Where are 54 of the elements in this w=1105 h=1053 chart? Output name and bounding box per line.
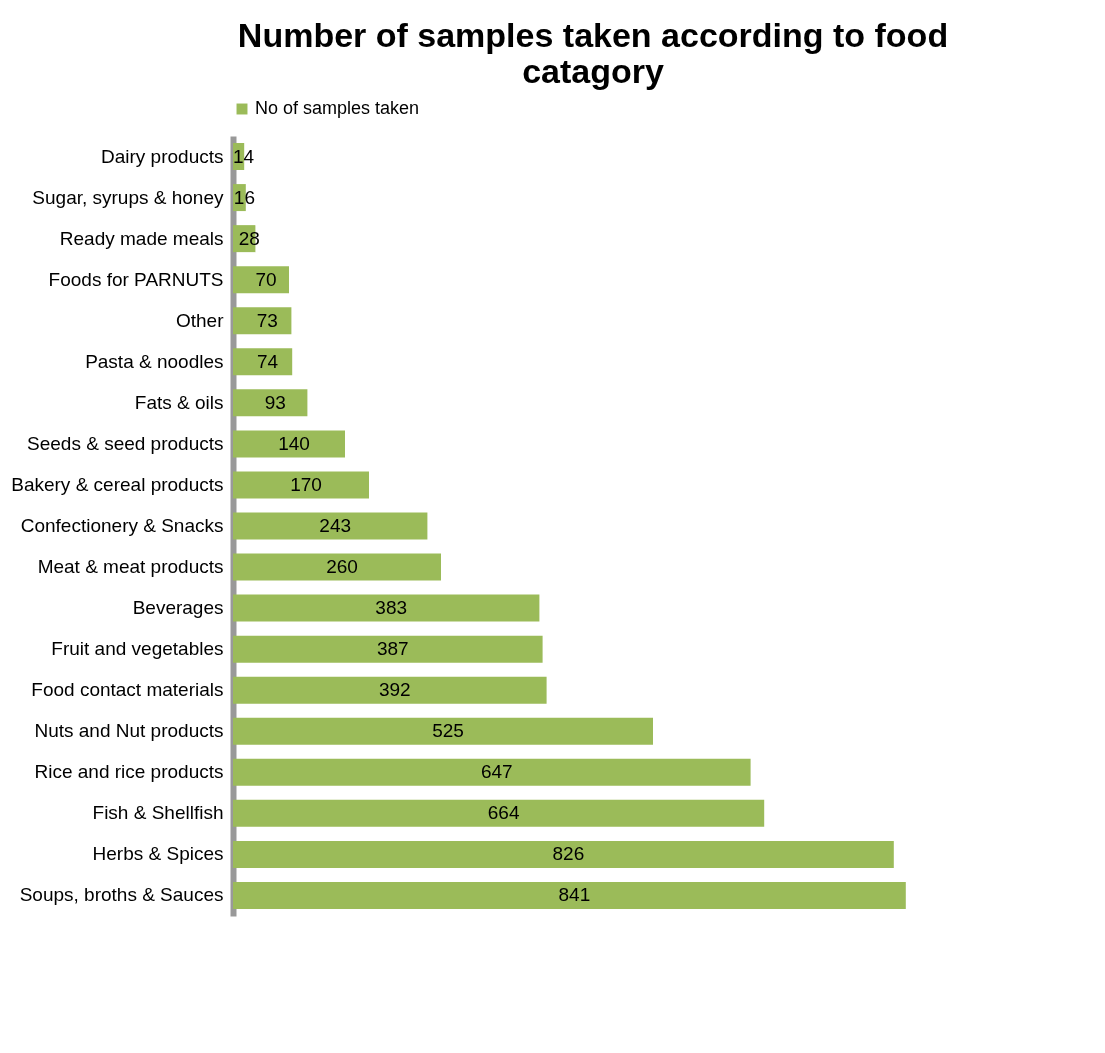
y-tick-label: Soups, broths & Sauces [19,884,224,906]
data-label: 647 [480,761,513,783]
bar [233,553,441,581]
y-tick-label: Ready made meals [59,227,224,249]
data-label: 74 [257,350,279,372]
y-tick-label: Meat & meat products [37,556,224,578]
data-label: 73 [256,309,278,331]
bar [233,676,547,704]
data-label: 170 [290,473,322,495]
data-label: 93 [264,391,286,413]
y-tick-label: Dairy products [101,145,224,167]
data-label: 664 [487,802,520,824]
y-tick-label: Bakery & cereal products [11,473,224,495]
y-tick-label: Beverages [132,597,224,619]
y-tick-label: Fruit and vegetables [51,638,224,660]
y-tick-label: Sugar, syrups & honey [32,186,224,208]
data-label: 243 [319,515,352,536]
bar [233,881,906,909]
data-label: 383 [375,597,408,619]
bar [233,389,308,417]
data-label: 14 [233,145,255,167]
bar [233,266,289,294]
data-label: 140 [278,432,310,454]
y-tick-label: Food contact materials [31,679,224,701]
data-label: 841 [558,884,591,906]
y-tick-label: Fish & Shellfish [92,802,224,824]
bar [233,471,369,499]
y-tick-label: Confectionery & Snacks [20,515,224,536]
y-tick-label: Herbs & Spices [92,843,224,865]
y-tick-label: Rice and rice products [34,761,224,783]
bar [233,594,540,622]
bar [233,430,345,458]
y-tick-label: Seeds & seed products [27,432,224,454]
data-label: 70 [255,268,277,290]
bar [233,348,293,376]
bar [233,635,543,663]
y-tick-label: Fats & oils [134,391,224,413]
data-label: 392 [378,679,411,701]
data-label: 260 [326,556,358,578]
bar [233,717,653,745]
legend-label: No of samples taken [255,98,420,118]
bar [233,512,428,540]
chart-title: Number of samples taken according to food catagory [237,16,949,90]
bar [233,840,894,868]
data-label: 525 [432,720,464,742]
bar [233,799,765,827]
y-tick-label: Other [175,309,225,331]
data-label: 826 [552,843,585,865]
bar [233,307,292,335]
bar [233,758,751,786]
y-tick-label: Pasta & noodles [85,350,224,372]
y-tick-label: Nuts and Nut products [34,720,224,742]
data-label: 387 [376,638,409,660]
y-tick-label: Foods for PARNUTS [48,268,224,290]
